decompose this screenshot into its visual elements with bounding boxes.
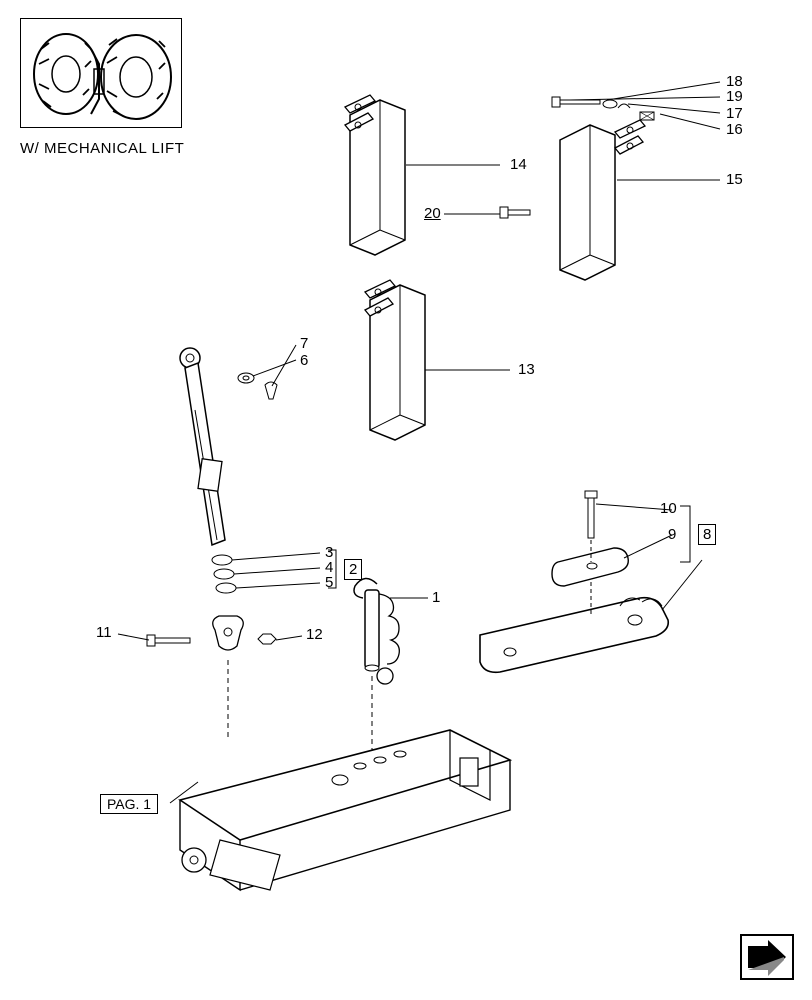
bracket-14 — [345, 95, 405, 255]
callout-19: 19 — [726, 88, 743, 105]
callout-12: 12 — [306, 626, 323, 643]
callout-20: 20 — [424, 205, 441, 222]
adjuster-rod — [180, 348, 225, 545]
callout-1: 1 — [432, 589, 440, 606]
callout-7: 7 — [300, 335, 308, 352]
hitch-pin — [354, 578, 399, 684]
nut-12 — [258, 634, 276, 644]
callout-10: 10 — [660, 500, 677, 517]
bolt-20 — [500, 207, 530, 218]
callout-5: 5 — [325, 574, 333, 591]
page-ref-label: PAG. 1 — [100, 794, 158, 814]
callout-11: 11 — [96, 624, 112, 641]
clamp-plate-9 — [552, 548, 628, 586]
bolt-11 — [147, 635, 190, 646]
callout-8: 8 — [698, 524, 716, 545]
callout-16: 16 — [726, 121, 743, 138]
callout-13: 13 — [518, 361, 535, 378]
callout-17: 17 — [726, 105, 743, 122]
washer-6 — [238, 373, 254, 383]
callout-15: 15 — [726, 171, 743, 188]
hardware-top-right — [552, 97, 654, 120]
callout-14: 14 — [510, 156, 527, 173]
bracket-15 — [560, 120, 645, 280]
diagram-canvas — [0, 0, 812, 1000]
washers-345 — [212, 555, 236, 593]
drawbar — [480, 598, 668, 673]
bolt-10 — [585, 491, 597, 538]
callout-2: 2 — [344, 559, 362, 580]
bracket-13 — [365, 280, 425, 440]
cotter-7 — [265, 382, 277, 399]
base-plate — [180, 730, 510, 890]
callout-9: 9 — [668, 526, 676, 543]
next-page-icon[interactable] — [740, 934, 794, 980]
callout-6: 6 — [300, 352, 308, 369]
rod-clevis — [213, 616, 244, 650]
